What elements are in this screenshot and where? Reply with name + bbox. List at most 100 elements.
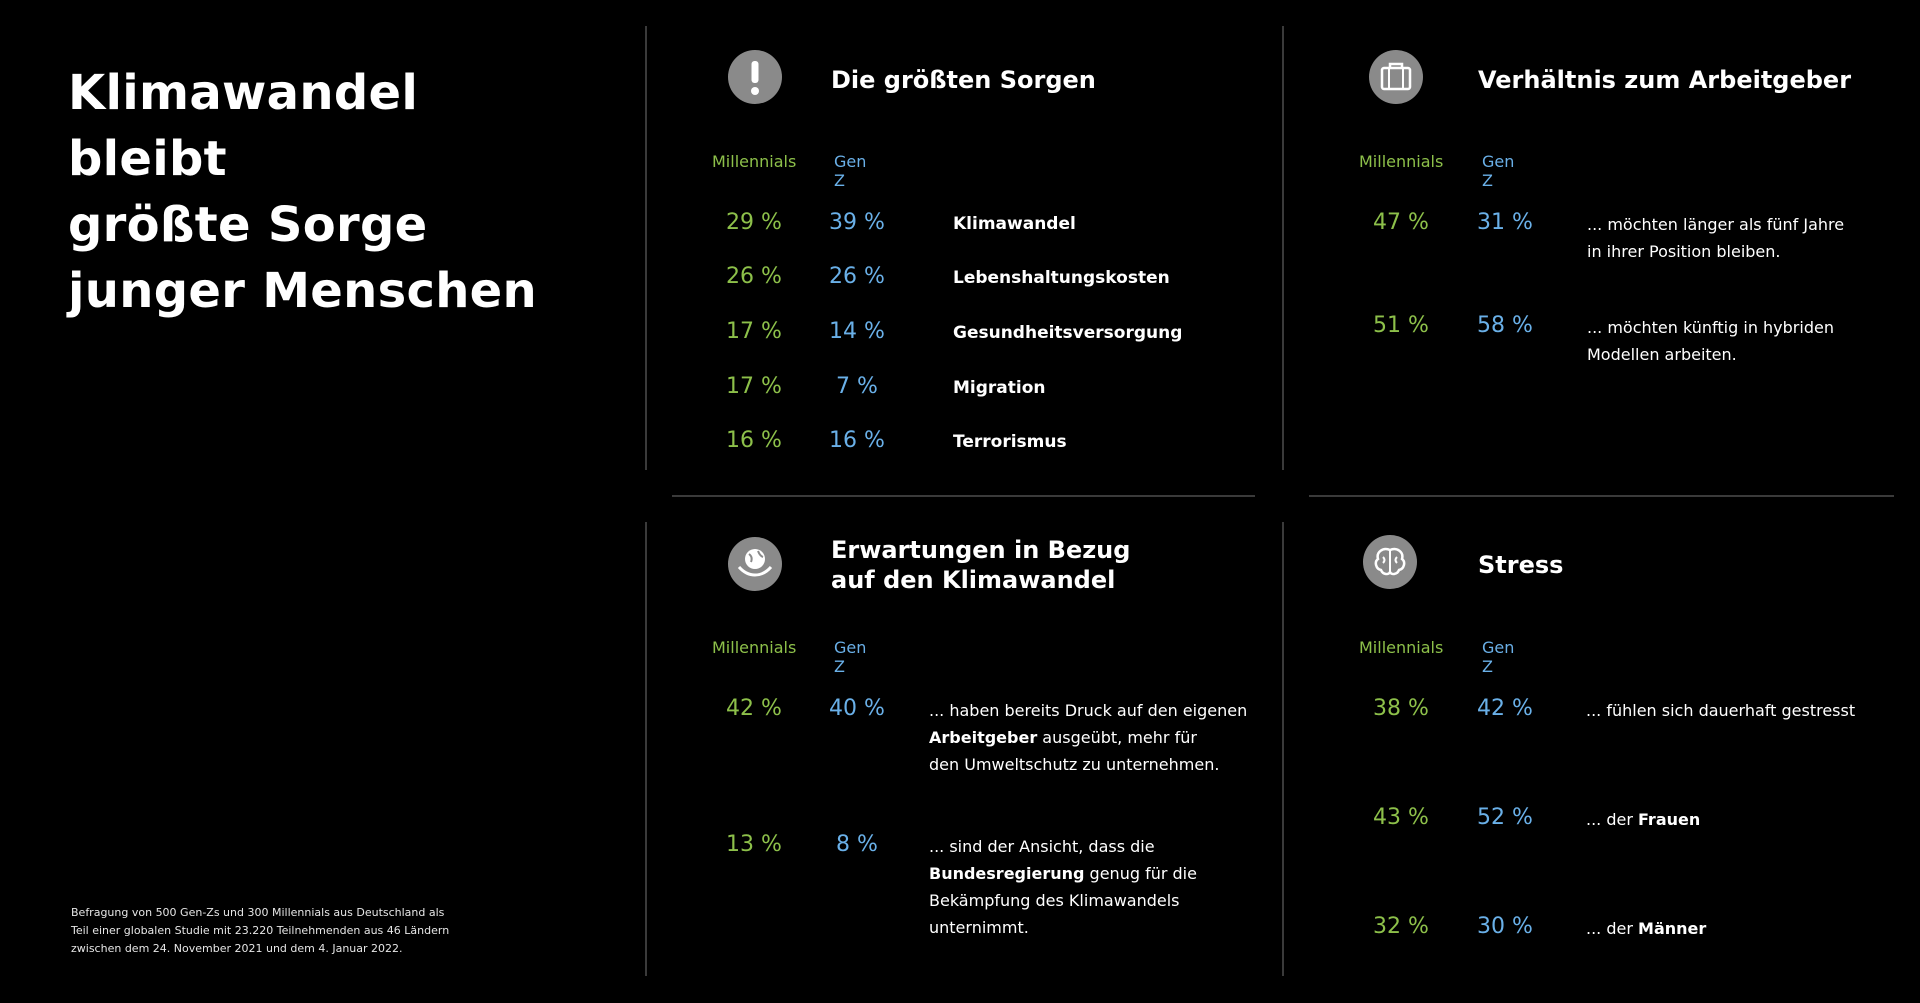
panel-title: Erwartungen in Bezug auf den Klimawandel <box>831 535 1130 595</box>
page-title-line: Klimawandel bleibt <box>68 65 419 187</box>
statement-segment: genug für die <box>1084 864 1197 883</box>
statement-line: unternimmt. <box>929 914 1197 941</box>
statement-line: ... haben bereits Druck auf den eigenen <box>929 697 1247 724</box>
statement-text: ... sind der Ansicht, dass die Bundesregi… <box>929 833 1197 941</box>
column-header-millennials: Millennials <box>1359 638 1444 657</box>
statement-text: ... möchten künftig in hybriden Modellen … <box>1587 314 1834 368</box>
genz-value: 14 % <box>829 319 885 344</box>
genz-value: 39 % <box>829 210 885 235</box>
millennials-value: 47 % <box>1373 210 1429 235</box>
briefcase-icon <box>1369 50 1423 104</box>
panel-title: Stress <box>1478 550 1563 580</box>
statement-line: Bekämpfung des Klimawandels <box>929 887 1197 914</box>
genz-value: 16 % <box>829 428 885 453</box>
statement-segment: ... fühlen sich dauerhaft gestresst <box>1586 701 1856 720</box>
page-title-line: junger Menschen <box>68 263 538 319</box>
millennials-value: 32 % <box>1373 914 1429 939</box>
column-header-genz: Gen Z <box>1482 638 1515 676</box>
statement-emphasis: Frauen <box>1638 810 1701 829</box>
divider <box>1282 26 1284 470</box>
statement-emphasis: Männer <box>1638 919 1707 938</box>
statement-emphasis: Bundesregierung <box>929 864 1085 883</box>
statement-segment: ... möchten künftig in hybriden <box>1587 318 1834 337</box>
millennials-value: 13 % <box>726 832 782 857</box>
statement-line: Bundesregierung genug für die <box>929 860 1197 887</box>
statement-text: ... der Männer <box>1586 915 1706 942</box>
statement-line: ... sind der Ansicht, dass die <box>929 833 1197 860</box>
panel-title: Die größten Sorgen <box>831 65 1096 95</box>
genz-value: 8 % <box>836 832 878 857</box>
statement-line: Modellen arbeiten. <box>1587 341 1834 368</box>
column-header-genz: Gen Z <box>834 638 867 676</box>
statement-segment: in ihrer Position bleiben. <box>1587 242 1781 261</box>
statement-segment: ... haben bereits Druck auf den eigenen <box>929 701 1248 720</box>
genz-value: 31 % <box>1477 210 1533 235</box>
millennials-value: 17 % <box>726 374 782 399</box>
millennials-value: 51 % <box>1373 313 1429 338</box>
exclamation-icon <box>728 50 782 104</box>
statement-segment: ... möchten länger als fünf Jahre <box>1587 215 1845 234</box>
statement-line: den Umweltschutz zu unternehmen. <box>929 751 1247 778</box>
concern-label: Migration <box>953 378 1046 398</box>
panel-title-line: auf den Klimawandel <box>831 566 1116 594</box>
statement-segment: den Umweltschutz zu unternehmen. <box>929 755 1220 774</box>
column-header-millennials: Millennials <box>1359 152 1444 171</box>
concern-label: Klimawandel <box>953 214 1076 234</box>
statement-segment: ausgeübt, mehr für <box>1037 728 1197 747</box>
column-header-genz: Gen Z <box>1482 152 1515 190</box>
genz-value: 40 % <box>829 696 885 721</box>
statement-segment: ... der <box>1586 919 1639 938</box>
millennials-value: 43 % <box>1373 805 1429 830</box>
page-title-line: größte Sorge <box>68 197 428 253</box>
column-header-millennials: Millennials <box>712 152 797 171</box>
panel-title-line: Verhältnis zum Arbeitgeber <box>1478 66 1852 94</box>
earth-hand-icon <box>728 537 782 591</box>
brain-icon <box>1363 535 1417 589</box>
panel-title-line: Stress <box>1478 551 1564 579</box>
genz-value: 42 % <box>1477 696 1533 721</box>
footnote-line: Befragung von 500 Gen-Zs und 300 Millenn… <box>71 906 445 919</box>
statement-segment: ... sind der Ansicht, dass die <box>929 837 1155 856</box>
divider <box>1309 495 1894 497</box>
concern-label: Gesundheitsversorgung <box>953 323 1183 343</box>
statement-line: ... fühlen sich dauerhaft gestresst <box>1586 697 1855 724</box>
divider <box>1282 522 1284 976</box>
panel-title-line: Die größten Sorgen <box>831 66 1096 94</box>
statement-text: ... möchten länger als fünf Jahre in ihre… <box>1587 211 1844 265</box>
divider <box>645 26 647 470</box>
statement-text: ... fühlen sich dauerhaft gestresst <box>1586 697 1855 724</box>
statement-line: ... möchten künftig in hybriden <box>1587 314 1834 341</box>
panel-title-line: Erwartungen in Bezug <box>831 536 1131 564</box>
statement-segment: Modellen arbeiten. <box>1587 345 1737 364</box>
millennials-value: 29 % <box>726 210 782 235</box>
millennials-value: 42 % <box>726 696 782 721</box>
page-title: Klimawandel bleibt größte Sorge junger M… <box>68 60 588 324</box>
statement-text: ... der Frauen <box>1586 806 1700 833</box>
genz-value: 52 % <box>1477 805 1533 830</box>
statement-line: Arbeitgeber ausgeübt, mehr für <box>929 724 1247 751</box>
genz-value: 7 % <box>836 374 878 399</box>
genz-value: 30 % <box>1477 914 1533 939</box>
millennials-value: 17 % <box>726 319 782 344</box>
millennials-value: 38 % <box>1373 696 1429 721</box>
concern-label: Terrorismus <box>953 432 1067 452</box>
genz-value: 58 % <box>1477 313 1533 338</box>
divider <box>672 495 1255 497</box>
footnote-line: zwischen dem 24. November 2021 und dem 4… <box>71 942 403 955</box>
column-header-millennials: Millennials <box>712 638 797 657</box>
millennials-value: 16 % <box>726 428 782 453</box>
millennials-value: 26 % <box>726 264 782 289</box>
statement-text: ... haben bereits Druck auf den eigenen A… <box>929 697 1247 778</box>
statement-line: in ihrer Position bleiben. <box>1587 238 1844 265</box>
statement-line: ... möchten länger als fünf Jahre <box>1587 211 1844 238</box>
survey-footnote: Befragung von 500 Gen-Zs und 300 Millenn… <box>71 904 471 958</box>
statement-segment: Bekämpfung des Klimawandels <box>929 891 1180 910</box>
divider <box>645 522 647 976</box>
statement-segment: unternimmt. <box>929 918 1029 937</box>
genz-value: 26 % <box>829 264 885 289</box>
statement-line: ... der Männer <box>1586 915 1706 942</box>
column-header-genz: Gen Z <box>834 152 867 190</box>
statement-emphasis: Arbeitgeber <box>929 728 1038 747</box>
concern-label: Lebenshaltungskosten <box>953 268 1170 288</box>
panel-title: Verhältnis zum Arbeitgeber <box>1478 65 1851 95</box>
